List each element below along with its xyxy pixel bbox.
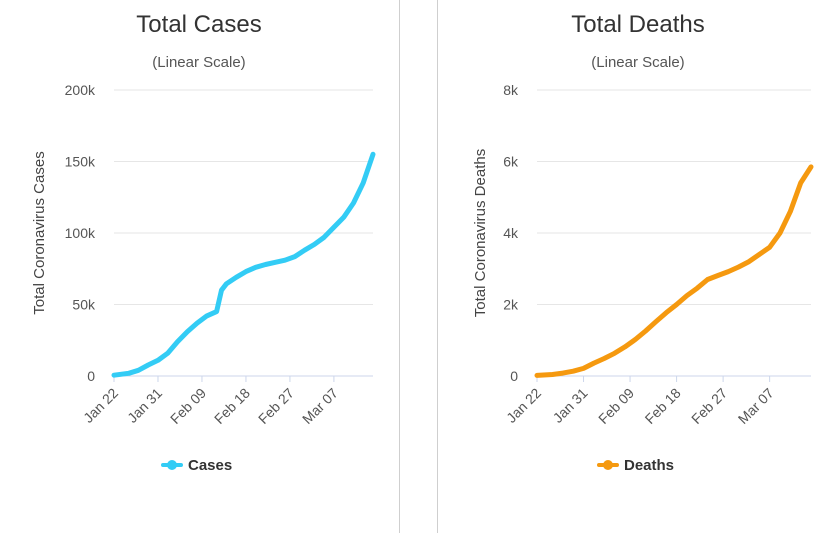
deaths-legend-marker [603,460,613,470]
deaths-y-tick-label: 4k [503,225,519,241]
cases-x-tick-label: Mar 07 [299,385,341,427]
cases-legend[interactable]: Cases [161,457,232,474]
cases-y-axis: 0 50k 100k 150k 200k [65,82,96,384]
deaths-x-tick-label: Feb 27 [688,385,730,427]
deaths-y-axis: 0 2k 4k 6k 8k [503,82,519,384]
deaths-series-line[interactable] [534,164,814,378]
deaths-y-tick-label: 8k [503,82,519,98]
cases-y-tick-label: 100k [65,225,96,241]
cases-x-tick-label: Feb 18 [211,385,253,427]
right-panel-divider [437,0,438,533]
deaths-x-tick-label: Jan 31 [550,385,591,426]
cases-x-tick-label: Feb 09 [167,385,209,427]
deaths-y-tick-label: 0 [510,368,518,384]
cases-x-tick-label: Jan 31 [124,385,165,426]
deaths-chart: Total Deaths (Linear Scale) Total Corona… [472,11,814,474]
deaths-x-tick-label: Feb 09 [595,385,637,427]
left-panel-divider [399,0,400,533]
cases-chart-panel: Total Cases (Linear Scale) Total Coronav… [0,0,400,533]
deaths-legend-label: Deaths [624,457,674,474]
cases-chart-title: Total Cases [136,11,261,38]
cases-x-tick-label: Jan 22 [80,385,121,426]
deaths-x-tick-label: Feb 18 [642,385,684,427]
deaths-gridlines [537,89,811,377]
cases-gridlines [114,89,373,377]
cases-x-axis: Jan 22 Jan 31 Feb 09 Feb 18 Feb 27 Mar 0… [80,376,341,427]
deaths-x-tick-label: Mar 07 [735,385,777,427]
deaths-series [534,164,814,378]
deaths-chart-panel: Total Deaths (Linear Scale) Total Corona… [437,0,836,533]
deaths-legend[interactable]: Deaths [597,457,674,474]
cases-y-axis-label: Total Coronavirus Cases [31,151,48,314]
deaths-y-axis-label: Total Coronavirus Deaths [472,149,489,317]
deaths-x-tick-label: Jan 22 [503,385,544,426]
cases-y-tick-label: 200k [65,82,96,98]
deaths-y-tick-label: 2k [503,297,519,313]
deaths-chart-subtitle: (Linear Scale) [591,54,684,71]
deaths-chart-title: Total Deaths [571,11,704,38]
cases-series [111,151,376,378]
cases-y-tick-label: 150k [65,154,96,170]
deaths-x-axis: Jan 22 Jan 31 Feb 09 Feb 18 Feb 27 Mar 0… [503,376,777,427]
cases-legend-label: Cases [188,457,232,474]
deaths-y-tick-label: 6k [503,154,519,170]
cases-y-tick-label: 0 [87,368,95,384]
cases-legend-marker [167,460,177,470]
cases-chart-subtitle: (Linear Scale) [152,54,245,71]
cases-x-tick-label: Feb 27 [255,385,297,427]
cases-y-tick-label: 50k [72,297,96,313]
cases-chart: Total Cases (Linear Scale) Total Coronav… [31,11,376,474]
cases-series-line[interactable] [111,151,376,378]
